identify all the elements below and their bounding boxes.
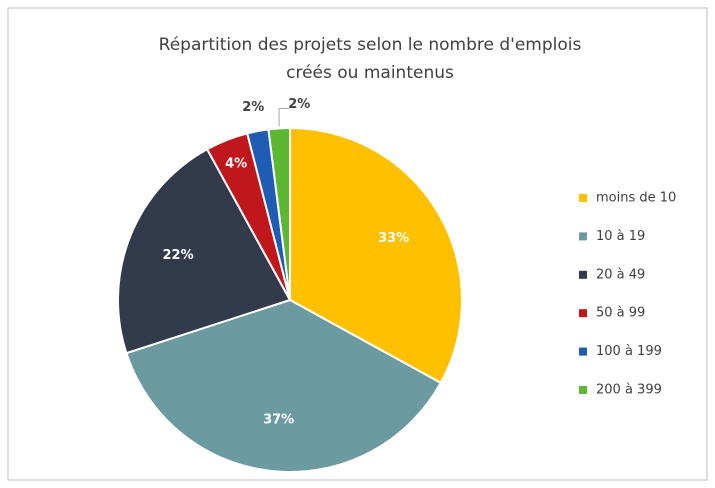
chart-subtitle: créés ou maintenus (286, 63, 454, 83)
pie-slice (125, 298, 443, 474)
data-label: 4% (225, 157, 247, 172)
pie-slice (289, 126, 463, 385)
data-label: 22% (162, 248, 193, 263)
legend-label: 100 à 199 (596, 344, 662, 359)
legend-swatch (579, 270, 587, 279)
pie-slice (267, 126, 291, 301)
legend-swatch (579, 232, 587, 241)
data-label: 33% (378, 231, 409, 246)
legend-swatch (579, 347, 587, 356)
leader-line (278, 107, 290, 127)
legend-label: 200 à 399 (596, 383, 662, 398)
data-label: 37% (263, 412, 294, 427)
data-label: 2% (288, 97, 310, 112)
chart-title: Répartition des projets selon le nombre … (159, 35, 582, 55)
legend-label: 10 à 19 (596, 229, 645, 244)
legend-label: 20 à 49 (596, 267, 645, 282)
legend-label: moins de 10 (596, 191, 676, 206)
legend-swatch (579, 194, 587, 202)
legend-label: 50 à 99 (596, 306, 645, 321)
pie-slice (117, 147, 292, 355)
data-label: 2% (242, 100, 264, 115)
legend-swatch (579, 386, 587, 394)
legend-swatch (579, 309, 587, 318)
